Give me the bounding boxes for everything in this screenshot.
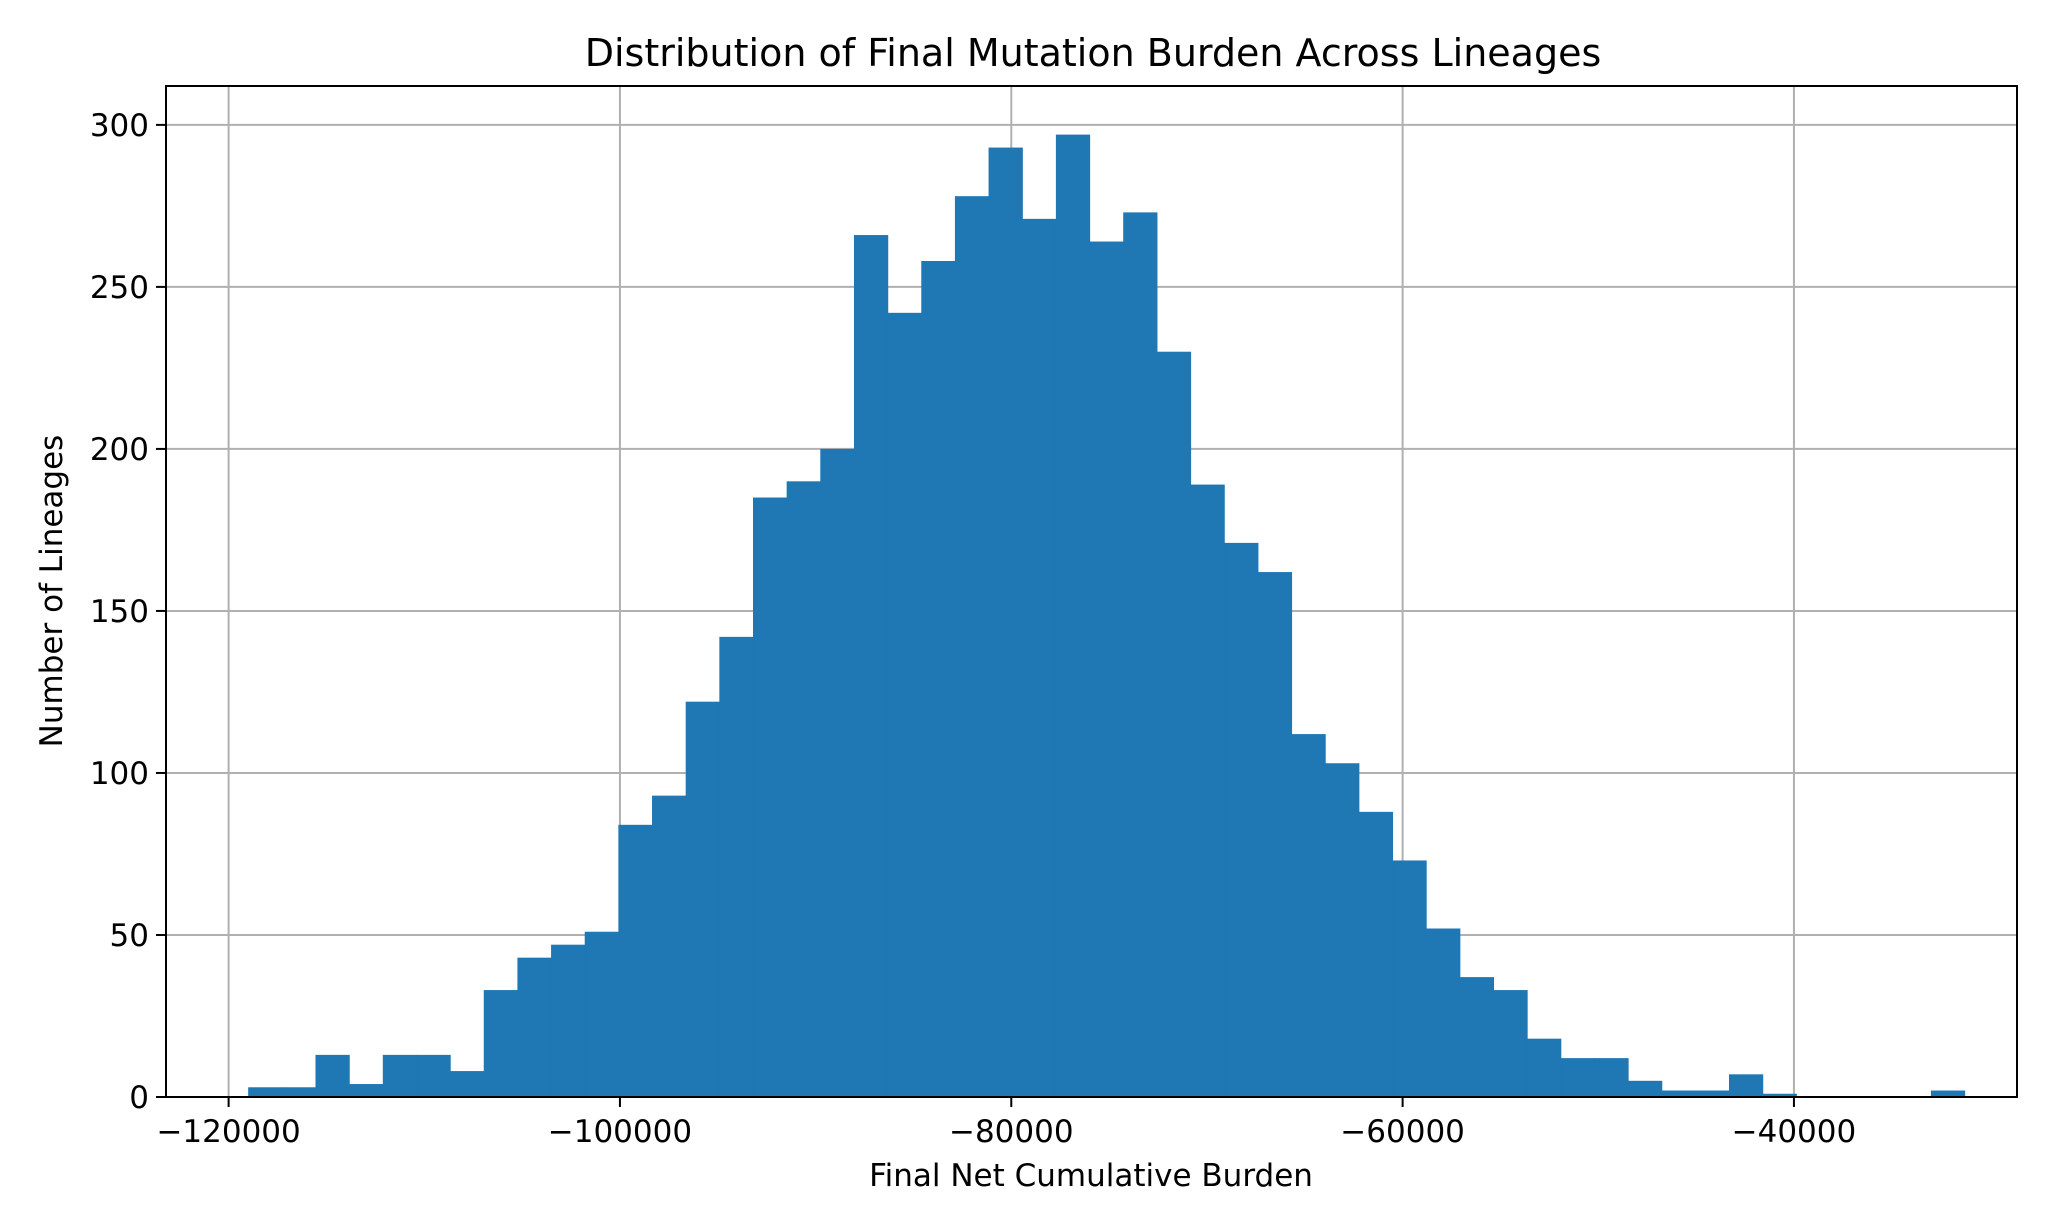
histogram-bar	[1661, 1090, 1696, 1097]
histogram-bar	[1022, 218, 1057, 1097]
histogram-bar	[1527, 1038, 1562, 1097]
chart-title: Distribution of Final Mutation Burden Ac…	[585, 31, 1602, 75]
histogram-bar	[315, 1054, 350, 1097]
histogram-bar	[719, 636, 754, 1097]
histogram-bar	[752, 497, 788, 1098]
y-tick-label: 0	[129, 1080, 149, 1116]
histogram-bar	[1728, 1074, 1764, 1097]
y-tick-label: 200	[90, 432, 149, 468]
histogram-bar	[820, 448, 855, 1097]
histogram-bar	[584, 931, 619, 1097]
histogram-bar	[1089, 241, 1124, 1098]
x-tick-label: −40000	[1732, 1114, 1857, 1150]
histogram-bar	[1493, 990, 1528, 1097]
histogram-bar	[1291, 734, 1326, 1097]
y-axis-title: Number of Lineages	[34, 435, 70, 748]
histogram-bar	[1392, 860, 1427, 1097]
histogram-bar	[786, 481, 821, 1098]
y-tick-label: 100	[90, 756, 149, 792]
axis-ticks: −120000 −100000 −80000 −60000 −40000 0 50 100 15…	[90, 108, 1856, 1150]
histogram-bar	[887, 312, 922, 1098]
y-tick-label: 150	[90, 594, 149, 630]
histogram-bar	[1426, 928, 1461, 1097]
histogram-bar	[450, 1071, 485, 1097]
histogram-bar	[1190, 484, 1225, 1097]
histogram-bar	[1560, 1058, 1595, 1097]
histogram-bar	[685, 701, 720, 1097]
x-tick-label: −100000	[548, 1114, 692, 1150]
histogram-bar	[1628, 1080, 1663, 1097]
y-tick-label: 300	[90, 108, 149, 144]
x-tick-label: −80000	[949, 1114, 1074, 1150]
histogram-bar	[349, 1084, 384, 1097]
histogram-bar	[1459, 977, 1494, 1097]
x-tick-label: −120000	[156, 1114, 300, 1150]
histogram-bar	[281, 1087, 317, 1097]
histogram-bar	[921, 260, 956, 1097]
x-axis-title: Final Net Cumulative Burden	[869, 1158, 1313, 1194]
histogram-bar	[1762, 1093, 1797, 1097]
histogram-bar	[1055, 134, 1091, 1097]
histogram-bar	[1695, 1090, 1730, 1097]
plot-frame	[165, 85, 2018, 1098]
histogram-bar	[416, 1054, 451, 1097]
histogram-bar	[551, 944, 586, 1097]
histogram-bar	[382, 1054, 418, 1097]
histogram-bar	[1257, 572, 1293, 1097]
x-tick-label: −60000	[1340, 1114, 1465, 1150]
histogram-bar	[1123, 212, 1158, 1097]
histogram-bar	[1156, 351, 1192, 1097]
histogram-bar	[1930, 1090, 1966, 1097]
histogram-bar	[853, 235, 889, 1098]
y-tick-label: 50	[110, 918, 149, 954]
histogram-bar	[517, 957, 552, 1097]
histogram-bar	[248, 1087, 283, 1097]
y-tick-label: 250	[90, 270, 149, 306]
histogram-bars	[248, 134, 1966, 1098]
histogram-bar	[483, 990, 519, 1097]
histogram-bar	[954, 196, 990, 1097]
histogram-bar	[652, 795, 687, 1097]
histogram-bar	[1594, 1058, 1629, 1097]
histogram-bar	[618, 824, 653, 1097]
histogram-bar	[1325, 763, 1360, 1097]
histogram-bar	[1358, 811, 1394, 1097]
histogram-bar	[1224, 542, 1259, 1097]
histogram-bar	[988, 147, 1023, 1097]
